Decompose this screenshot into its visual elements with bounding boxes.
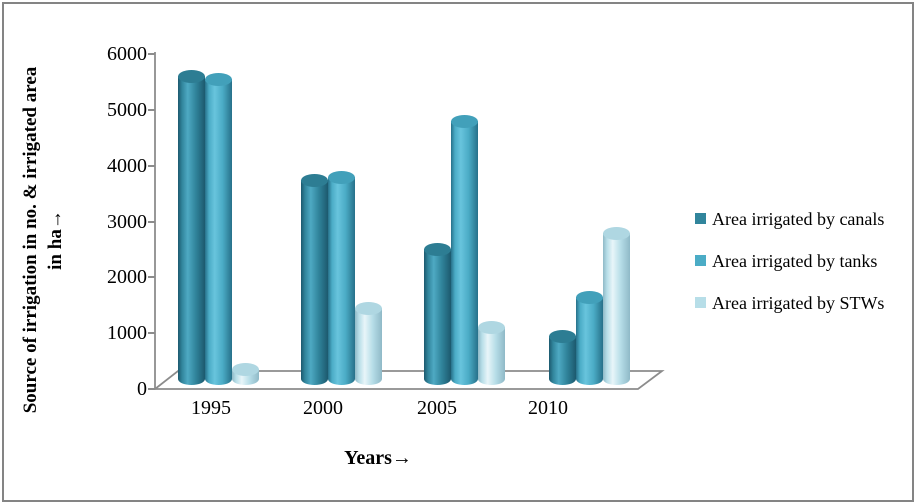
y-tick-mark-2000: [148, 276, 155, 279]
bar-stws-1995: [232, 363, 259, 385]
y-axis-title-line1: Source of irrigation in no. & irrigated …: [20, 66, 41, 414]
y-axis-title: Source of irrigation in no. & irrigated …: [18, 35, 66, 445]
y-tick-label-3000: 3000: [107, 210, 147, 233]
legend-label: Area irrigated by STWs: [712, 292, 885, 313]
y-tick-mark-6000: [148, 53, 155, 55]
y-tick-mark-5000: [148, 108, 155, 111]
bar-tanks-2000: [328, 170, 355, 385]
bar-top-ellipse: [205, 73, 232, 86]
x-tick-label-2010: 2010: [528, 397, 568, 419]
bar-body: [603, 232, 630, 385]
bar-body: [451, 120, 478, 385]
bar-body: [549, 335, 576, 385]
bar-top-ellipse: [328, 170, 355, 184]
bar-body: [424, 249, 451, 385]
x-tick-label-2000: 2000: [303, 397, 343, 419]
bar-top-ellipse: [549, 329, 576, 343]
y-tick-mark-0: [148, 388, 155, 390]
y-tick-mark-1000: [148, 332, 155, 335]
bar-top-ellipse: [451, 114, 478, 128]
x-tick-label-1995: 1995: [191, 397, 231, 419]
legend-marker: [695, 297, 706, 308]
legend-marker: [695, 213, 706, 224]
x-axis-title: Years→: [344, 447, 412, 469]
bar-canals-2005: [424, 243, 451, 385]
legend-label: Area irrigated by canals: [712, 208, 885, 229]
legend-marker: [695, 255, 706, 266]
y-tick-label-0: 0: [137, 378, 147, 400]
bar-body: [328, 176, 355, 385]
legend-item-canals: Area irrigated by canals: [695, 209, 884, 229]
y-tick-label-4000: 4000: [107, 154, 147, 177]
bar-tanks-2005: [451, 114, 478, 385]
bar-canals-2000: [301, 173, 328, 385]
bar-body: [576, 296, 603, 385]
bar-top-ellipse: [301, 173, 328, 187]
bar-top-ellipse: [576, 290, 603, 304]
y-tick-mark-4000: [148, 164, 155, 167]
bar-top-ellipse: [355, 301, 382, 315]
y-tick-mark-3000: [148, 220, 155, 223]
y-tick-label-1000: 1000: [107, 322, 147, 345]
legend-item-stws: Area irrigated by STWs: [695, 293, 884, 313]
y-axis-title-line2: in ha→: [45, 210, 66, 270]
bar-canals-2010: [549, 329, 576, 385]
bar-canals-1995: [178, 70, 205, 385]
bar-stws-2005: [478, 321, 505, 385]
bar-body: [301, 179, 328, 385]
bar-stws-2000: [355, 301, 382, 385]
legend-label: Area irrigated by tanks: [712, 250, 878, 271]
bar-tanks-2010: [576, 290, 603, 385]
bar-top-ellipse: [424, 243, 451, 257]
bar-body: [205, 79, 232, 385]
bar-top-ellipse: [178, 70, 205, 84]
x-tick-label-2005: 2005: [417, 397, 457, 419]
bar-body: [178, 76, 205, 385]
bar-top-ellipse: [232, 363, 259, 377]
bar-top-ellipse: [478, 321, 505, 335]
y-tick-label-5000: 5000: [107, 98, 147, 121]
bar-body: [478, 327, 505, 385]
bar-stws-2010: [603, 226, 630, 385]
bar-tanks-1995: [205, 73, 232, 385]
bar-top-ellipse: [603, 226, 630, 240]
y-tick-label-6000: 6000: [107, 43, 147, 65]
bar-body: [355, 307, 382, 385]
y-tick-label-2000: 2000: [107, 266, 147, 289]
legend-item-tanks: Area irrigated by tanks: [695, 251, 877, 271]
